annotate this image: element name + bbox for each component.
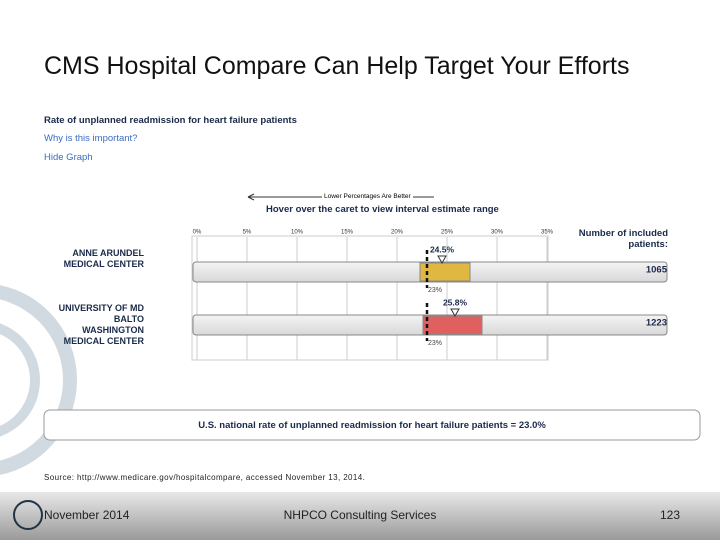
caret xyxy=(450,308,460,318)
value-label: 24.5% xyxy=(430,244,455,254)
category-label: ANNE ARUNDEL MEDICAL CENTER xyxy=(63,248,144,269)
interval-bar xyxy=(419,262,471,282)
caret xyxy=(437,255,447,265)
plot-area xyxy=(191,235,549,361)
annotation: Hover over the caret to view interval es… xyxy=(266,204,499,215)
national-label: 23% xyxy=(428,287,442,294)
x-tick-label: 5% xyxy=(243,230,252,236)
footer-date: November 2014 xyxy=(44,508,130,522)
banner-text: U.S. national rate of unplanned readmiss… xyxy=(198,420,546,431)
footer-band xyxy=(0,492,720,540)
national-label: 23% xyxy=(428,340,442,347)
column-header: Number of included patients: xyxy=(578,228,668,250)
x-tick-label: 0% xyxy=(193,230,202,236)
x-tick-label: 35% xyxy=(541,230,554,236)
link[interactable]: Why is this important? xyxy=(44,133,138,144)
x-tick-label: 15% xyxy=(341,230,354,236)
interval-bar xyxy=(422,315,483,335)
annotation: Lower Percentages Are Better xyxy=(322,193,413,200)
x-tick-label: 10% xyxy=(291,230,304,236)
slide-title: CMS Hospital Compare Can Help Target You… xyxy=(44,52,630,80)
chart-title: Rate of unplanned readmission for heart … xyxy=(44,115,297,126)
link[interactable]: Hide Graph xyxy=(44,152,93,163)
decoration xyxy=(0,285,77,475)
page-number: 123 xyxy=(659,508,680,522)
patient-count: 1223 xyxy=(646,318,667,329)
logo xyxy=(13,500,43,530)
category-label: UNIVERSITY OF MD BALTO WASHINGTON MEDICA… xyxy=(58,303,144,346)
x-tick-label: 30% xyxy=(491,230,504,236)
patient-count: 1065 xyxy=(646,265,668,276)
footer-center: NHPCO Consulting Services xyxy=(283,508,437,522)
banner xyxy=(43,409,701,441)
value-label: 25.8% xyxy=(443,297,468,307)
x-tick-label: 25% xyxy=(441,230,454,236)
source: Source: http://www.medicare.gov/hospital… xyxy=(44,473,366,482)
x-tick-label: 20% xyxy=(391,230,404,236)
